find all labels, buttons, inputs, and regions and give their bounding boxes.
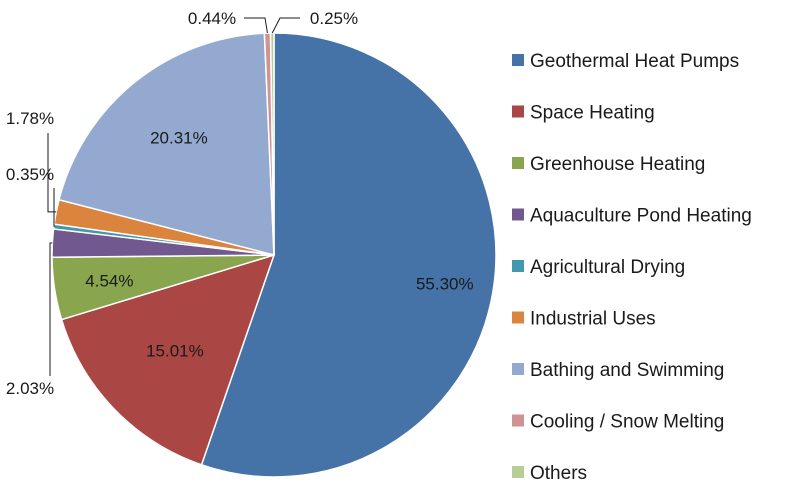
- legend-item-space-heating: Space Heating: [512, 103, 655, 124]
- leader-line-cooling-snow-melting: [244, 17, 268, 34]
- legend-swatch-bathing-and-swimming: [512, 363, 524, 375]
- leader-line-others: [271, 17, 300, 34]
- legend-swatch-space-heating: [512, 105, 524, 118]
- pie-slice-others: [269, 32, 275, 256]
- legend-swatch-greenhouse-heating: [512, 157, 524, 169]
- data-label-geothermal-heat-pumps: 55.30%: [416, 275, 474, 294]
- leader-line-industrial-uses: [47, 133, 57, 213]
- data-labels: 55.30% 15.01% 4.54% 2.03% 0.35% 1.78% 20.31% 0.…: [6, 9, 474, 398]
- data-label-space-heating: 15.01%: [146, 342, 204, 361]
- legend-item-cooling-snow-melting: Cooling / Snow Melting: [512, 412, 724, 433]
- legend-item-industrial-uses: Industrial Uses: [512, 309, 656, 330]
- legend-label-aquaculture-pond-heating: Aquaculture Pond Heating: [530, 206, 752, 227]
- pie-slice-bathing-and-swimming: [58, 32, 275, 256]
- legend-item-geothermal-heat-pumps: Geothermal Heat Pumps: [512, 51, 739, 72]
- legend: Geothermal Heat Pumps Space Heating Greenh…: [512, 51, 752, 484]
- pie-slices: [51, 32, 497, 478]
- legend-label-bathing-and-swimming: Bathing and Swimming: [530, 360, 724, 381]
- legend-label-industrial-uses: Industrial Uses: [530, 309, 656, 330]
- legend-label-geothermal-heat-pumps: Geothermal Heat Pumps: [530, 51, 739, 72]
- legend-swatch-others: [512, 466, 524, 478]
- data-label-aquaculture-pond-heating: 2.03%: [6, 379, 54, 398]
- legend-label-agricultural-drying: Agricultural Drying: [530, 257, 685, 278]
- legend-item-greenhouse-heating: Greenhouse Heating: [512, 154, 705, 175]
- legend-swatch-industrial-uses: [512, 311, 524, 324]
- legend-swatch-cooling-snow-melting: [512, 414, 524, 427]
- legend-item-aquaculture-pond-heating: Aquaculture Pond Heating: [512, 206, 752, 227]
- data-label-cooling-snow-melting: 0.44%: [188, 9, 236, 28]
- legend-item-agricultural-drying: Agricultural Drying: [512, 257, 685, 278]
- data-label-agricultural-drying: 0.35%: [6, 165, 54, 184]
- legend-swatch-geothermal-heat-pumps: [512, 54, 524, 66]
- legend-label-space-heating: Space Heating: [530, 103, 655, 124]
- data-label-others: 0.25%: [310, 9, 358, 28]
- legend-label-greenhouse-heating: Greenhouse Heating: [530, 154, 705, 175]
- legend-swatch-agricultural-drying: [512, 260, 524, 272]
- legend-item-others: Others: [512, 463, 587, 484]
- legend-label-others: Others: [530, 463, 587, 484]
- legend-label-cooling-snow-melting: Cooling / Snow Melting: [530, 412, 724, 433]
- legend-item-bathing-and-swimming: Bathing and Swimming: [512, 360, 724, 381]
- data-label-industrial-uses: 1.78%: [6, 109, 54, 128]
- legend-swatch-aquaculture-pond-heating: [512, 208, 524, 221]
- leader-line-aquaculture-pond-heating: [49, 242, 53, 376]
- data-label-bathing-and-swimming: 20.31%: [150, 129, 208, 148]
- data-label-greenhouse-heating: 4.54%: [85, 271, 133, 290]
- pie-slice-geothermal-heat-pumps: [200, 32, 497, 478]
- leader-lines: [47, 17, 300, 376]
- pie-slice-space-heating: [60, 253, 276, 466]
